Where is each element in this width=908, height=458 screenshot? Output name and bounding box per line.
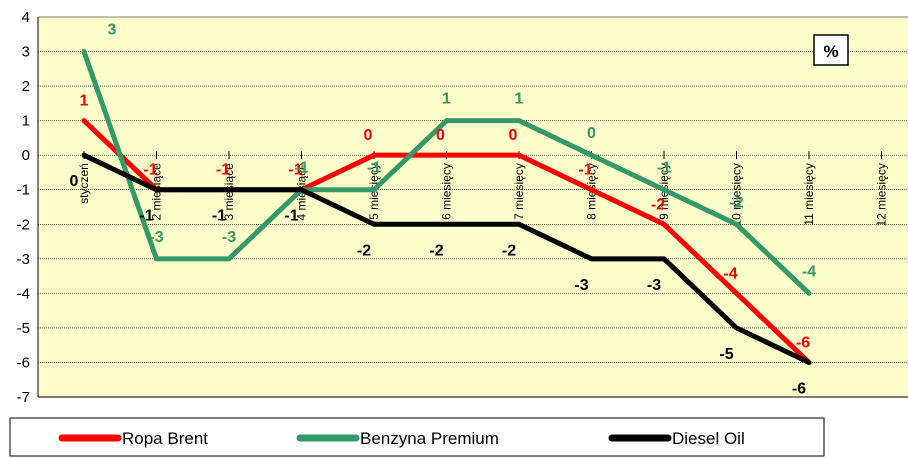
data-label-diesel-oil: -2: [502, 242, 516, 259]
data-label-diesel-oil: 0: [70, 173, 79, 190]
data-label-diesel-oil: -5: [719, 346, 733, 363]
y-tick-label: -7: [17, 389, 30, 406]
data-label-ropa-brent: -1: [143, 162, 157, 179]
unit-box: %: [813, 34, 849, 66]
y-tick-label: -3: [17, 251, 30, 268]
y-tick-label: -6: [17, 354, 30, 371]
data-label-ropa-brent: 0: [509, 127, 518, 144]
series-line-diesel-oil: [81, 152, 812, 365]
data-label-diesel-oil: -1: [139, 208, 153, 225]
data-label-benzyna-premium: -1: [367, 160, 381, 177]
data-label-ropa-brent: -1: [578, 162, 592, 179]
x-tick-label: 6 miesięcy: [440, 163, 454, 220]
data-label-benzyna-premium: 0: [587, 125, 596, 142]
data-label-ropa-brent: 0: [364, 127, 373, 144]
data-label-benzyna-premium: 1: [442, 91, 451, 108]
x-axis-ticks: styczeń 2 miesiące 3 miesiące 4 miesiące 5 m…: [77, 151, 889, 227]
data-label-ropa-brent: -2: [651, 196, 665, 213]
data-label-ropa-brent: -6: [796, 334, 810, 351]
y-axis-ticks: 4 3 2 1 0 -1 -2 -3 -4 -5 -6 -7: [17, 9, 30, 406]
y-tick-label: -4: [17, 285, 30, 302]
y-tick-label: -5: [17, 320, 30, 337]
y-tick-label: -2: [17, 216, 30, 233]
data-label-benzyna-premium: 1: [515, 91, 524, 108]
data-label-ropa-brent: -1: [216, 162, 230, 179]
data-label-diesel-oil: -2: [357, 242, 371, 259]
data-label-diesel-oil: -6: [792, 380, 806, 397]
data-label-diesel-oil: -1: [212, 208, 226, 225]
data-label-ropa-brent: 0: [436, 127, 445, 144]
x-tick-label: 11 miesięcy: [802, 163, 816, 225]
data-label-ropa-brent: 1: [80, 93, 89, 110]
data-label-benzyna-premium: -1: [294, 160, 308, 177]
data-label-diesel-oil: -2: [429, 242, 443, 259]
legend-label-ropa-brent: Ropa Brent: [122, 429, 208, 448]
data-label-benzyna-premium: 3: [108, 22, 117, 39]
series-lines: [81, 49, 812, 365]
data-label-benzyna-premium: -1: [657, 160, 671, 177]
data-labels: 1-1 -1 -10 0 0-1-2-4-63-3 -3-1 -11 10-1-2-40-1-…: [70, 22, 817, 398]
unit-label: %: [823, 42, 838, 61]
legend: Ropa Brent Benzyna Premium Diesel Oil: [9, 417, 825, 457]
data-label-benzyna-premium: -3: [222, 229, 236, 246]
data-label-benzyna-premium: -4: [802, 263, 816, 280]
data-label-diesel-oil: -3: [647, 277, 661, 294]
y-tick-label: 3: [22, 44, 30, 61]
x-tick-label: 10 miesięcy: [730, 163, 744, 226]
data-label-benzyna-premium: -3: [149, 229, 163, 246]
data-label-diesel-oil: -1: [284, 208, 298, 225]
series-line-benzyna-premium: [81, 49, 812, 296]
data-label-benzyna-premium: -2: [729, 194, 743, 211]
y-tick-label: -1: [17, 182, 30, 199]
data-label-diesel-oil: -3: [574, 277, 588, 294]
x-tick-label: styczeń: [77, 163, 91, 204]
data-label-ropa-brent: -1: [288, 162, 302, 179]
plot-area: [38, 17, 908, 397]
y-tick-label: 4: [22, 9, 30, 26]
x-tick-label: 7 miesięcy: [512, 163, 526, 220]
y-tick-label: 0: [22, 147, 30, 164]
x-tick-label: 12 miesięcy: [875, 163, 889, 226]
y-tick-label: 1: [22, 113, 30, 130]
y-tick-label: 2: [22, 78, 30, 95]
data-label-ropa-brent: -4: [723, 265, 737, 282]
legend-label-benzyna-premium: Benzyna Premium: [360, 429, 499, 448]
legend-label-diesel-oil: Diesel Oil: [672, 429, 745, 448]
